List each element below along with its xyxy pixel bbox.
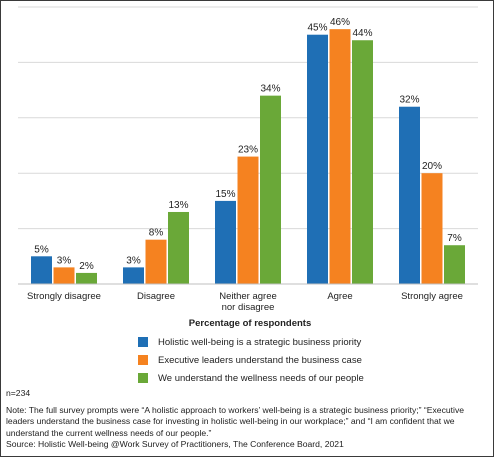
legend-label-wellness-needs: We understand the wellness needs of our … [158,372,364,384]
data-label: 34% [260,84,280,95]
legend-label-business-case: Executive leaders understand the busines… [158,354,362,366]
x-tick-label: nor disagree [222,302,275,313]
data-label: 23% [238,145,258,156]
bar [260,95,281,284]
bar [145,239,167,284]
bar [399,106,420,284]
data-label: 13% [168,200,188,211]
data-label: 32% [399,95,419,106]
legend-swatch-priority [138,337,148,347]
data-label: 46% [330,17,350,28]
x-tick-label: Strongly agree [401,291,463,302]
x-axis-title: Percentage of respondents [189,318,311,329]
data-label: 45% [307,23,327,34]
chart-footer: n=234 Note: The full survey prompts were… [6,388,486,450]
legend: Holistic well-being is a strategic busin… [138,333,364,387]
bar [237,156,259,284]
legend-swatch-business-case [138,355,148,365]
data-label: 7% [447,233,462,244]
bar [76,272,97,284]
bar [53,267,75,284]
data-label: 8% [149,228,164,239]
source-line: Source: Holistic Well-being @Work Survey… [6,438,344,449]
x-tick-label: Agree [327,291,352,302]
bar [421,173,443,284]
x-tick-label: Strongly disagree [27,291,101,302]
bar [31,256,52,284]
bar [329,29,351,284]
bar [123,267,144,284]
x-tick-label: Disagree [137,291,175,302]
bar-chart: 5% 3% 2% Strongly disagree 3% 8% 13% Disagree 15… [18,6,478,329]
legend-item-business-case: Executive leaders understand the busines… [138,351,364,369]
legend-swatch-wellness-needs [138,373,148,383]
data-label: 3% [57,255,72,266]
survey-note: Note: The full survey prompts were “A ho… [6,405,465,438]
data-label: 2% [79,261,94,272]
data-label: 5% [34,244,49,255]
data-label: 3% [126,255,141,266]
legend-item-wellness-needs: We understand the wellness needs of our … [138,369,364,387]
data-label: 15% [215,189,235,200]
sample-size: n=234 [6,388,31,398]
legend-label-priority: Holistic well-being is a strategic busin… [158,336,362,348]
x-tick-label: Neither agree [219,291,277,302]
data-label: 44% [352,28,372,39]
bar [215,200,236,284]
data-label: 20% [422,161,442,172]
bar [444,245,465,284]
bar [352,40,373,284]
bar [168,211,189,284]
bar [307,34,328,285]
legend-item-priority: Holistic well-being is a strategic busin… [138,333,364,351]
